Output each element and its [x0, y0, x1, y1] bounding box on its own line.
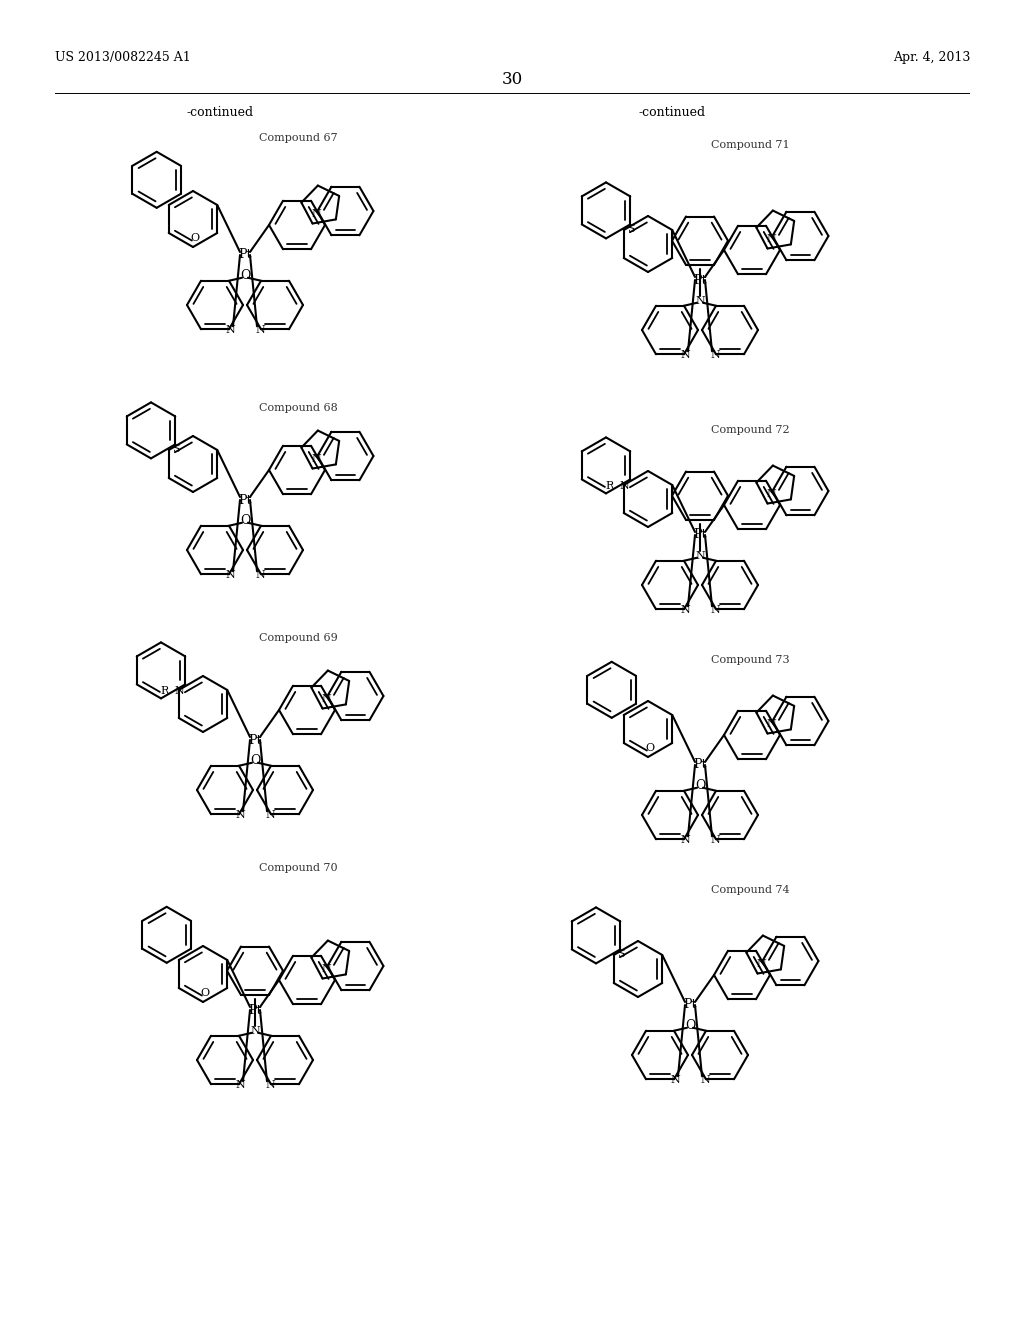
Text: -continued: -continued	[638, 106, 706, 119]
Text: Pt: Pt	[693, 759, 707, 771]
Text: Pt: Pt	[239, 494, 252, 507]
Text: N: N	[680, 836, 690, 845]
Text: S: S	[628, 223, 635, 234]
Text: N: N	[695, 550, 705, 561]
Text: N: N	[767, 488, 776, 499]
Text: Pt: Pt	[248, 734, 262, 747]
Text: O: O	[190, 234, 200, 243]
Text: Pt: Pt	[693, 273, 707, 286]
Text: O: O	[240, 515, 250, 527]
Text: O: O	[201, 987, 210, 998]
Text: N: N	[311, 454, 322, 463]
Text: Compound 74: Compound 74	[712, 884, 790, 895]
Text: N: N	[236, 1080, 245, 1090]
Text: Pt: Pt	[248, 1003, 262, 1016]
Text: N: N	[225, 325, 234, 335]
Text: N: N	[680, 606, 690, 615]
Text: N: N	[322, 964, 331, 974]
Text: N: N	[767, 234, 776, 244]
Text: N: N	[680, 350, 690, 360]
Text: Compound 73: Compound 73	[712, 655, 790, 665]
Text: N: N	[767, 719, 776, 729]
Text: N: N	[710, 350, 720, 360]
Text: N: N	[620, 480, 629, 491]
Text: R: R	[606, 480, 614, 491]
Text: -continued: -continued	[186, 106, 254, 119]
Text: S: S	[172, 444, 180, 454]
Text: N: N	[700, 1076, 710, 1085]
Text: N: N	[236, 810, 245, 820]
Text: N: N	[265, 1080, 274, 1090]
Text: N: N	[757, 958, 766, 969]
Text: S: S	[617, 949, 625, 958]
Text: N: N	[255, 570, 265, 581]
Text: Pt: Pt	[693, 528, 707, 541]
Text: N: N	[265, 810, 274, 820]
Text: O: O	[695, 779, 706, 792]
Text: N: N	[255, 325, 265, 335]
Text: Compound 68: Compound 68	[259, 403, 338, 413]
Text: N: N	[710, 606, 720, 615]
Text: N: N	[670, 1076, 680, 1085]
Text: N: N	[250, 1026, 260, 1036]
Text: N: N	[695, 296, 705, 306]
Text: Pt: Pt	[683, 998, 696, 1011]
Text: N: N	[710, 836, 720, 845]
Text: N: N	[174, 685, 184, 696]
Text: N: N	[311, 209, 322, 219]
Text: O: O	[685, 1019, 695, 1032]
Text: Compound 69: Compound 69	[259, 634, 338, 643]
Text: Compound 70: Compound 70	[259, 863, 338, 873]
Text: R: R	[161, 685, 169, 696]
Text: O: O	[645, 743, 654, 752]
Text: Pt: Pt	[239, 248, 252, 261]
Text: N: N	[225, 570, 234, 581]
Text: Apr. 4, 2013: Apr. 4, 2013	[893, 51, 970, 65]
Text: 30: 30	[502, 71, 522, 88]
Text: Compound 72: Compound 72	[712, 425, 790, 436]
Text: Compound 67: Compound 67	[259, 133, 338, 143]
Text: US 2013/0082245 A1: US 2013/0082245 A1	[55, 51, 190, 65]
Text: O: O	[240, 269, 250, 282]
Text: Compound 71: Compound 71	[712, 140, 790, 150]
Text: N: N	[322, 694, 331, 704]
Text: O: O	[250, 754, 260, 767]
